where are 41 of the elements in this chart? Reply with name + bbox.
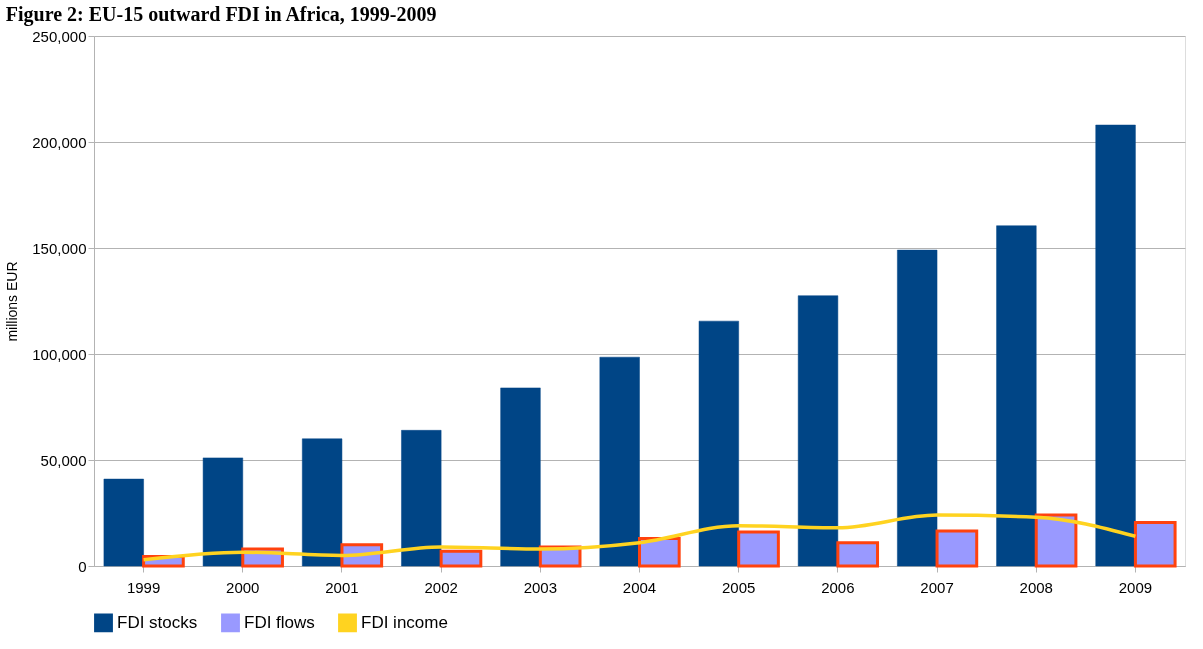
bar (737, 530, 780, 568)
y-tick-label: 0 (78, 557, 87, 575)
bar (1133, 521, 1177, 568)
x-tick-label: 2004 (622, 578, 657, 596)
bar (500, 387, 541, 567)
bar (202, 457, 244, 567)
bar (599, 356, 640, 567)
y-tick-label: 100,000 (32, 345, 87, 363)
bar (1034, 513, 1078, 568)
y-tick-label: 150,000 (32, 239, 87, 257)
chart-title: Figure 2: EU-15 outward FDI in Africa, 1999-2009 (5, 3, 437, 26)
y-tick-label: 50,000 (40, 451, 87, 469)
legend-label: FDI flows (244, 612, 315, 632)
bar (638, 536, 681, 568)
bar (897, 249, 938, 567)
y-tick-label: 250,000 (32, 27, 87, 45)
legend-label: FDI stocks (117, 612, 198, 632)
bar (1095, 124, 1136, 567)
bar (103, 478, 144, 567)
y-tick-label: 200,000 (32, 133, 87, 151)
bar (302, 438, 343, 567)
x-tick-label: 2000 (226, 578, 260, 596)
x-tick-label: 2002 (424, 578, 458, 596)
x-tick-label: 2001 (325, 578, 359, 596)
x-tick-label: 2003 (523, 578, 558, 596)
x-tick-label: 2009 (1118, 578, 1153, 596)
x-tick-label: 2006 (821, 578, 855, 596)
bar (797, 295, 839, 567)
bar (698, 320, 739, 567)
x-tick-label: 2007 (920, 578, 954, 596)
x-tick-label: 2008 (1019, 578, 1053, 596)
bar (401, 430, 442, 567)
y-axis-title: millions EUR (4, 261, 21, 342)
bar (439, 549, 483, 568)
x-tick-label: 2005 (721, 578, 756, 596)
x-tick-label: 1999 (126, 578, 161, 596)
line-series (141, 513, 1138, 562)
bar (935, 529, 979, 568)
bar (836, 541, 880, 568)
bar (996, 225, 1037, 567)
legend-label: FDI income (361, 612, 448, 632)
